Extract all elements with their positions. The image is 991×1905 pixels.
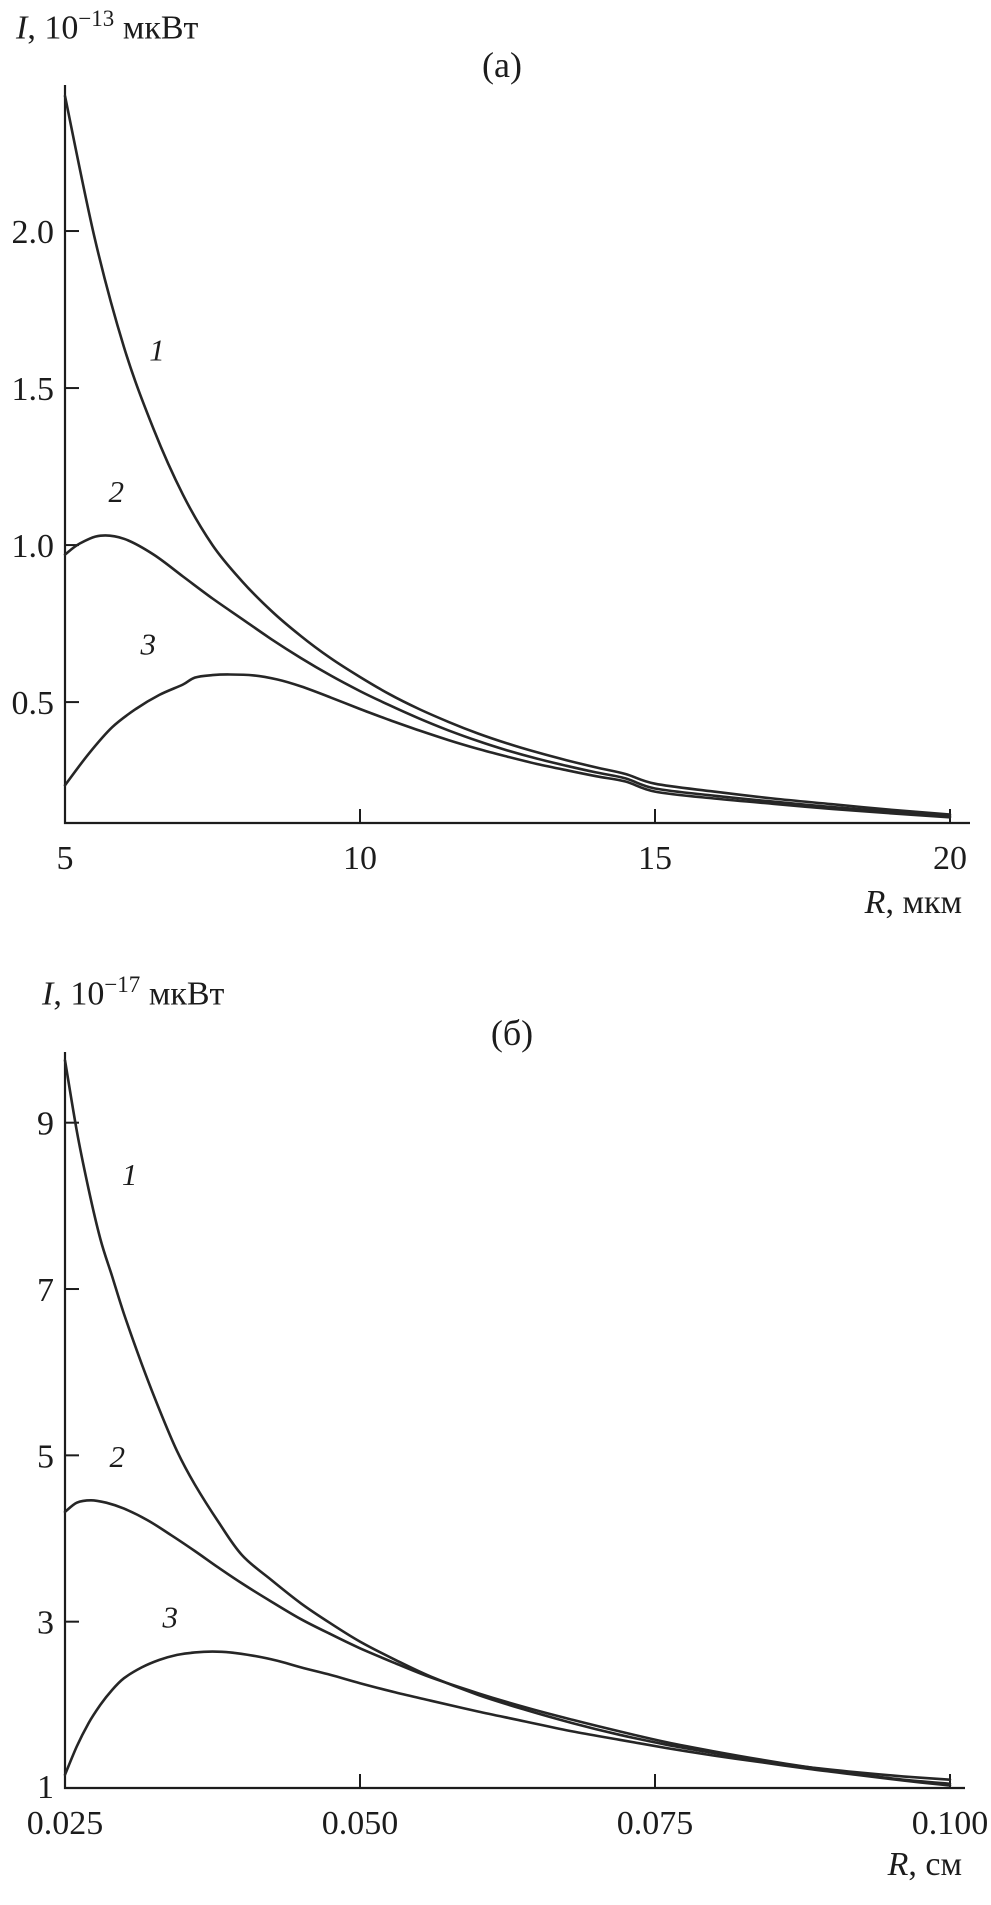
panel-b-y-axis-title: I, 10−17 мкВт xyxy=(42,972,225,1013)
curve-2-b xyxy=(63,1498,952,1786)
panel-b-x-axis-title: R, см xyxy=(887,1846,962,1883)
y-tick-label-b: 9 xyxy=(37,1106,54,1143)
y-exponent-a: −13 xyxy=(78,6,115,31)
y-tick-label-a: 1.0 xyxy=(12,528,55,565)
x-tick-label-b: 0.025 xyxy=(27,1805,104,1842)
curve-label-1-a: 1 xyxy=(149,332,165,367)
y-exponent-b: −17 xyxy=(104,972,141,997)
curve-3-a xyxy=(63,673,952,819)
y-tick-label-a: 0.5 xyxy=(12,685,55,722)
panel-a-tag: (а) xyxy=(482,45,522,85)
y-tick-label-a: 1.5 xyxy=(12,371,55,408)
axes-b xyxy=(63,1052,965,1790)
axes-a xyxy=(63,85,970,825)
curve-label-3-a: 3 xyxy=(139,627,156,662)
x-tick-label-b: 0.075 xyxy=(617,1805,694,1842)
panel-b-tag: (б) xyxy=(490,1013,534,1053)
y-tick-label-b: 3 xyxy=(37,1605,54,1642)
y-tick-label-b: 7 xyxy=(37,1272,54,1309)
curve-label-2-b: 2 xyxy=(109,1439,125,1474)
panel-a-y-axis-title: I, 10−13 мкВт xyxy=(16,6,199,47)
x-var-b: R xyxy=(887,1846,909,1883)
curve-label-3-b: 3 xyxy=(162,1600,179,1635)
panel-a-x-axis-title: R, мкм xyxy=(864,884,962,921)
x-tick-label-a: 15 xyxy=(638,840,672,877)
x-tick-label-a: 20 xyxy=(933,840,967,877)
y-var-b: I xyxy=(42,975,54,1013)
y-tick-label-b: 5 xyxy=(37,1438,54,1475)
curve-2-a xyxy=(63,534,952,818)
x-tick-label-a: 10 xyxy=(343,840,377,877)
y-origin-label-b: 1 xyxy=(37,1769,54,1806)
curve-1-b xyxy=(63,1059,952,1781)
x-tick-label-b: 0.100 xyxy=(912,1805,989,1842)
y-var-a: I xyxy=(16,9,28,47)
curve-label-1-b: 1 xyxy=(122,1157,138,1192)
x-var-a: R xyxy=(864,884,886,921)
y-tick-label-a: 2.0 xyxy=(12,214,55,251)
x-tick-label-b: 0.050 xyxy=(322,1805,399,1842)
curve-1-a xyxy=(63,94,952,816)
x-tick-label-a: 5 xyxy=(57,840,74,877)
curve-3-b xyxy=(63,1650,952,1787)
curve-label-2-a: 2 xyxy=(109,474,125,509)
